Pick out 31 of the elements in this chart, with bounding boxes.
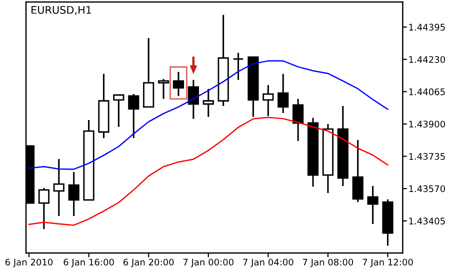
x-tick-label: 7 Jan 08:00 xyxy=(302,258,354,268)
line-series xyxy=(28,60,388,170)
y-tick-label: 1.44065 xyxy=(409,88,445,96)
x-tick-label: 6 Jan 20:00 xyxy=(124,258,174,268)
candlestick xyxy=(158,78,170,100)
candlestick xyxy=(292,98,304,142)
candlestick xyxy=(128,93,140,139)
candlestick xyxy=(367,185,378,225)
candlestick xyxy=(38,187,50,230)
chart-title: EURUSD,H1 xyxy=(32,6,92,15)
y-tick-label: 1.43735 xyxy=(409,153,445,160)
x-tick-label: 6 Jan 2010 xyxy=(5,258,53,268)
candlestick xyxy=(202,88,214,118)
candlestick xyxy=(53,158,64,217)
x-tick-label: 7 Jan 04:00 xyxy=(243,258,294,268)
y-tick-label: 1.44395 xyxy=(409,24,445,31)
candlestick xyxy=(262,84,274,117)
candlestick xyxy=(68,171,80,217)
candlestick xyxy=(113,94,124,128)
y-tick-label: 1.43570 xyxy=(409,185,445,192)
y-tick-label: 1.44230 xyxy=(409,56,445,63)
candlestick xyxy=(352,139,364,203)
y-tick-label: 1.43900 xyxy=(409,120,445,128)
y-tick-label: 1.43405 xyxy=(409,218,445,224)
candlestick xyxy=(232,52,244,81)
candlestick xyxy=(172,71,184,97)
candlestick xyxy=(188,79,199,120)
x-tick-label: 6 Jan 16:00 xyxy=(64,258,114,268)
x-tick-label: 7 Jan 12:00 xyxy=(362,258,413,268)
x-tick-label: 7 Jan 00:00 xyxy=(183,258,234,268)
candlestick xyxy=(278,73,289,114)
